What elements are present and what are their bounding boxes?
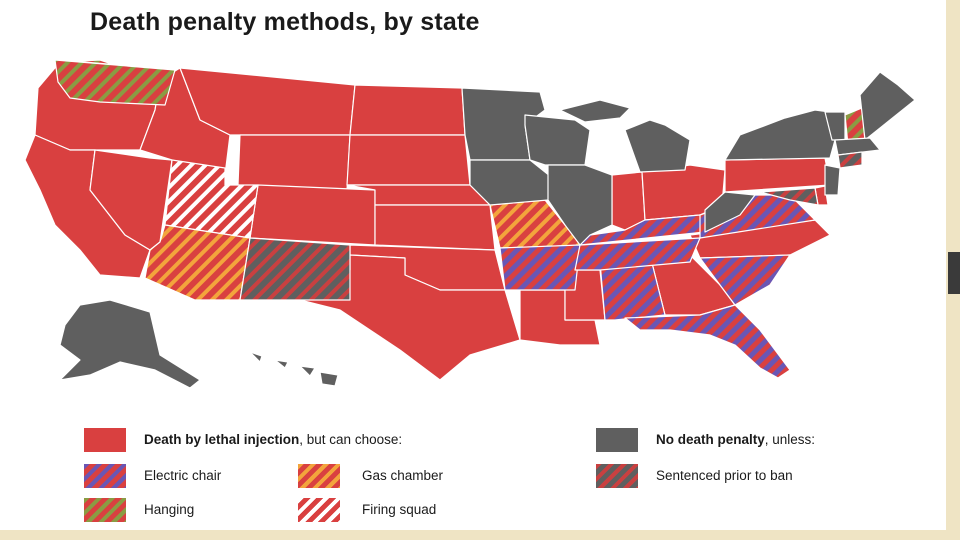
- state-massachusetts: [834, 137, 881, 156]
- state-maine: [859, 71, 916, 141]
- state-south-dakota: [346, 134, 471, 186]
- state-florida: [624, 304, 791, 379]
- state-south-carolina: [699, 254, 791, 306]
- legend-label-hanging: Hanging: [144, 502, 195, 517]
- state-new-jersey: [824, 164, 841, 196]
- legend-label-firing-squad: Firing squad: [362, 502, 437, 517]
- us-death-penalty-map: [24, 59, 916, 389]
- state-north-dakota: [349, 84, 466, 136]
- state-arkansas: [499, 244, 581, 291]
- state-new-mexico: [239, 237, 351, 301]
- legend-label-lethal-injection: Death by lethal injection, but can choos…: [144, 432, 403, 447]
- state-pennsylvania: [724, 157, 831, 193]
- legend-swatch-gas-chamber: [298, 464, 340, 488]
- legend-swatch-lethal-injection: [84, 428, 126, 452]
- legend-label-sentenced-prior: Sentenced prior to ban: [656, 468, 793, 483]
- state-michigan-upper: [559, 99, 631, 123]
- slide-side-tab: [948, 252, 960, 294]
- state-wisconsin: [524, 114, 591, 166]
- legend-label-gas-chamber: Gas chamber: [362, 468, 444, 483]
- legend-swatch-electric-chair: [84, 464, 126, 488]
- slide-bottom-border: [0, 530, 960, 540]
- state-connecticut: [837, 151, 863, 169]
- legend-swatch-firing-squad: [298, 498, 340, 522]
- state-washington-main: [54, 59, 176, 106]
- state-wyoming: [237, 134, 351, 191]
- state-new-york: [724, 109, 836, 161]
- state-kansas: [374, 204, 496, 251]
- legend-label-no-death-penalty: No death penalty, unless:: [656, 432, 816, 447]
- state-west-virginia: [704, 191, 756, 233]
- state-colorado: [249, 184, 376, 246]
- legend-swatch-sentenced-prior: [596, 464, 638, 488]
- state-illinois: [547, 164, 613, 246]
- legend-label-electric-chair: Electric chair: [144, 468, 222, 483]
- state-maryland: [759, 187, 819, 206]
- state-indiana: [611, 171, 646, 231]
- state-tennessee: [574, 237, 701, 271]
- state-alaska: [59, 299, 201, 389]
- map-title: Death penalty methods, by state: [90, 8, 480, 36]
- state-michigan: [624, 119, 691, 173]
- legend-swatch-hanging: [84, 498, 126, 522]
- state-iowa-gray: [469, 159, 556, 206]
- state-hawaii: [249, 351, 339, 387]
- state-arizona: [144, 224, 251, 301]
- legend-swatch-no-death-penalty: [596, 428, 638, 452]
